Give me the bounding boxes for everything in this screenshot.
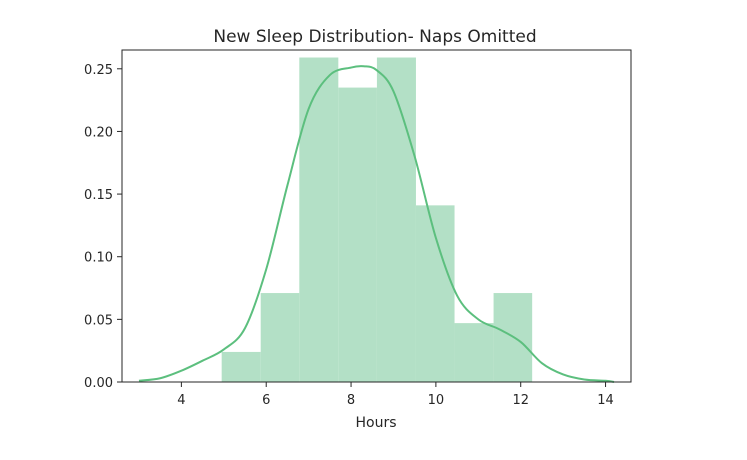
- x-tick-label: 12: [512, 393, 529, 408]
- x-tick-label: 6: [262, 393, 270, 408]
- histogram-bars: [221, 57, 533, 383]
- histogram-bar: [260, 293, 300, 382]
- x-axis-label: Hours: [355, 415, 396, 431]
- y-tick-label: 0.20: [84, 125, 113, 140]
- x-tick-label: 8: [347, 393, 355, 408]
- histogram-bar: [221, 351, 261, 382]
- histogram-bar: [415, 205, 455, 382]
- kde-curve: [138, 65, 615, 383]
- x-tick-label: 4: [177, 393, 185, 408]
- y-tick-label: 0.10: [84, 251, 113, 266]
- histogram-bar: [299, 57, 339, 383]
- y-tick-label: 0.05: [84, 313, 113, 328]
- y-tick-label: 0.15: [84, 188, 113, 203]
- histogram-bar: [338, 87, 377, 383]
- x-tick-label: 10: [428, 393, 445, 408]
- histogram-bar: [376, 57, 416, 383]
- chart-title: New Sleep Distribution- Naps Omitted: [213, 27, 536, 47]
- y-axis-ticks: 0.00 0.05 0.10 0.15 0.20 0.25: [84, 63, 122, 391]
- plot-frame: [121, 49, 632, 383]
- y-tick-label: 0.00: [84, 376, 113, 391]
- histogram-bar: [454, 323, 494, 382]
- x-tick-label: 14: [597, 393, 614, 408]
- x-axis-ticks: 4 6 8 10 12 14: [177, 382, 614, 408]
- y-tick-label: 0.25: [84, 63, 113, 78]
